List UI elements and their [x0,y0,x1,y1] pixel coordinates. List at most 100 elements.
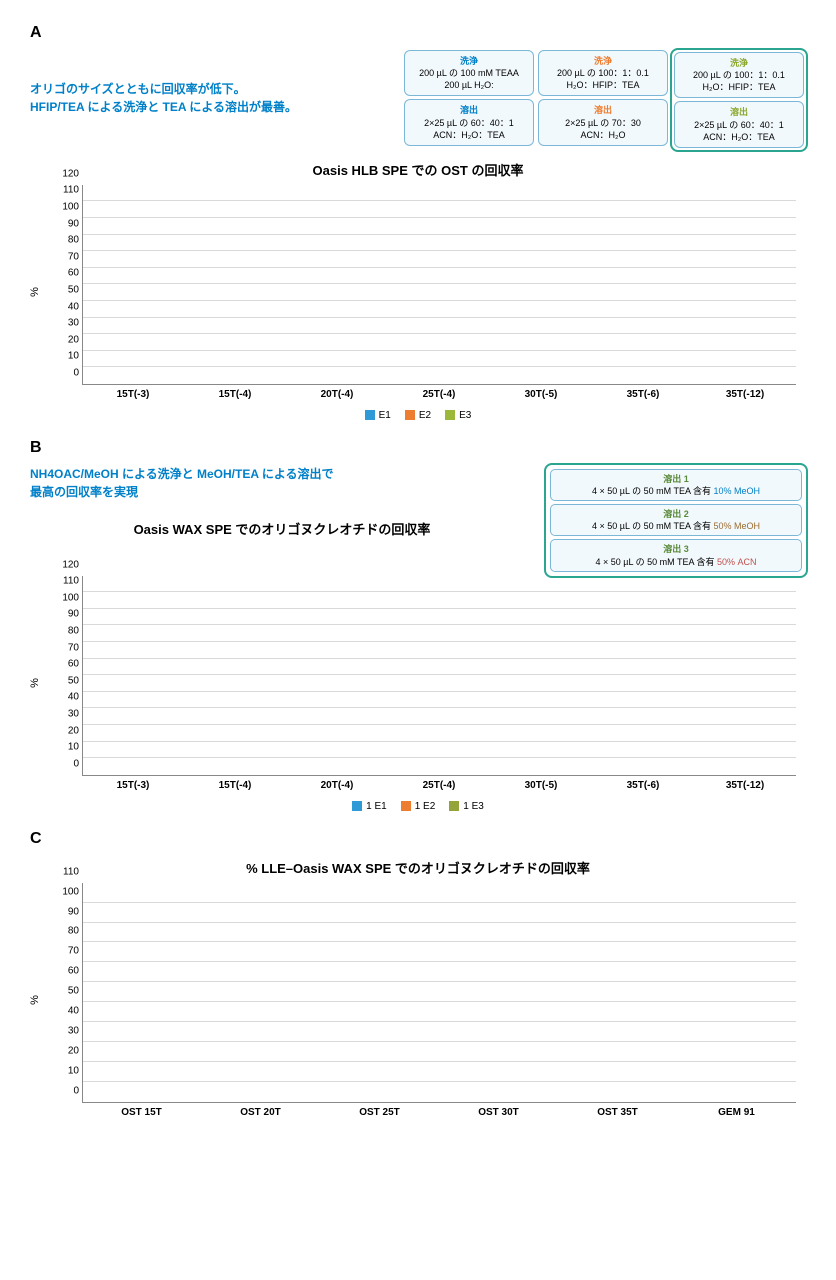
legend-item: E3 [445,410,471,421]
x-tick-label: OST 25T [320,1107,439,1118]
chart-b-xlabels: 15T(-3)15T(-4)20T(-4)25T(-4)30T(-5)35T(-… [82,780,796,791]
y-tick: 120 [53,559,79,570]
y-tick: 20 [53,334,79,345]
x-tick-label: 15T(-4) [184,389,286,400]
elution-box: 溶出 34 × 50 µL の 50 mM TEA 含有 50% ACN [550,539,802,571]
chart-b-plot: 0102030405060708090100110120 [82,576,796,776]
x-tick-label: 15T(-3) [82,389,184,400]
condition-column: 洗浄200 µL の 100 mM TEAA200 µL H₂O:溶出2×25 … [404,50,534,150]
legend-swatch [401,801,411,811]
x-tick-label: OST 15T [82,1107,201,1118]
panel-b-label: B [30,439,806,457]
chart-b-title: Oasis WAX SPE でのオリゴヌクレオチドの回収率 [30,519,534,538]
x-tick-label: 25T(-4) [388,389,490,400]
elution-box: 溶出 14 × 50 µL の 50 mM TEA 含有 10% MeOH [550,469,802,501]
y-tick: 10 [53,1065,79,1076]
chart-a-title: Oasis HLB SPE での OST の回収率 [30,160,806,179]
y-tick: 50 [53,986,79,997]
y-tick: 60 [53,659,79,670]
y-tick: 20 [53,725,79,736]
y-tick: 0 [53,1085,79,1096]
x-tick-label: 25T(-4) [388,780,490,791]
y-tick: 70 [53,946,79,957]
x-tick-label: 35T(-6) [592,389,694,400]
x-tick-label: OST 30T [439,1107,558,1118]
x-tick-label: 35T(-12) [694,780,796,791]
condition-boxes: 洗浄200 µL の 100 mM TEAA200 µL H₂O:溶出2×25 … [404,50,806,150]
legend-item: 1 E1 [352,801,387,812]
y-tick: 110 [53,576,79,587]
y-tick: 40 [53,692,79,703]
panel-b-note: NH4OAC/MeOH による洗浄と MeOH/TEA による溶出で 最高の回収… [30,465,534,501]
y-tick: 80 [53,235,79,246]
wash-box: 洗浄200 µL の 100：1：0.1H₂O：HFIP：TEA [538,50,668,96]
panel-a-note: オリゴのサイズとともに回収率が低下。 HFIP/TEA による洗浄と TEA に… [30,50,394,116]
y-axis-label: % [29,287,41,297]
y-tick: 50 [53,284,79,295]
condition-column: 洗浄200 µL の 100：1：0.1H₂O：HFIP：TEA溶出2×25 µ… [538,50,668,150]
y-axis-label: % [29,678,41,688]
elution-box: 溶出 24 × 50 µL の 50 mM TEA 含有 50% MeOH [550,504,802,536]
y-tick: 80 [53,926,79,937]
panel-a-label: A [30,24,806,42]
elute-box: 溶出2×25 µL の 70：30ACN：H₂O [538,99,668,145]
x-tick-label: 15T(-3) [82,780,184,791]
legend-swatch [365,410,375,420]
y-tick: 0 [53,367,79,378]
y-tick: 100 [53,202,79,213]
legend-swatch [445,410,455,420]
legend-swatch [352,801,362,811]
x-tick-label: 30T(-5) [490,780,592,791]
chart-c-xlabels: OST 15TOST 20TOST 25TOST 30TOST 35TGEM 9… [82,1107,796,1118]
panel-b-header: NH4OAC/MeOH による洗浄と MeOH/TEA による溶出で 最高の回収… [30,465,806,576]
y-tick: 30 [53,1025,79,1036]
panel-a: A オリゴのサイズとともに回収率が低下。 HFIP/TEA による洗浄と TEA… [30,24,806,421]
legend-swatch [449,801,459,811]
x-tick-label: GEM 91 [677,1107,796,1118]
legend-item: 1 E2 [401,801,436,812]
y-tick: 50 [53,675,79,686]
elute-box: 溶出2×25 µL の 60：40：1ACN：H₂O：TEA [404,99,534,145]
y-tick: 110 [53,185,79,196]
legend-label: E3 [459,410,471,421]
legend-label: E2 [419,410,431,421]
x-tick-label: 20T(-4) [286,780,388,791]
y-tick: 30 [53,708,79,719]
y-tick: 120 [53,168,79,179]
wash-box: 洗浄200 µL の 100 mM TEAA200 µL H₂O: [404,50,534,96]
y-tick: 90 [53,906,79,917]
legend-label: E1 [379,410,391,421]
panel-c-label: C [30,830,806,848]
x-tick-label: OST 20T [201,1107,320,1118]
chart-a-plot: 0102030405060708090100110120 [82,185,796,385]
panel-b: B NH4OAC/MeOH による洗浄と MeOH/TEA による溶出で 最高の… [30,439,806,812]
condition-column: 洗浄200 µL の 100：1：0.1H₂O：HFIP：TEA溶出2×25 µ… [672,50,806,150]
panel-a-header: オリゴのサイズとともに回収率が低下。 HFIP/TEA による洗浄と TEA に… [30,50,806,150]
legend-item: E1 [365,410,391,421]
x-tick-label: 30T(-5) [490,389,592,400]
chart-a-xlabels: 15T(-3)15T(-4)20T(-4)25T(-4)30T(-5)35T(-… [82,389,796,400]
chart-c-title: % LLE–Oasis WAX SPE でのオリゴヌクレオチドの回収率 [30,858,806,877]
elute-box: 溶出2×25 µL の 60：40：1ACN：H₂O：TEA [674,101,804,147]
y-tick: 80 [53,626,79,637]
panel-c: C % LLE–Oasis WAX SPE でのオリゴヌクレオチドの回収率 % … [30,830,806,1118]
x-tick-label: OST 35T [558,1107,677,1118]
y-tick: 60 [53,966,79,977]
chart-b: % 0102030405060708090100110120 15T(-3)15… [30,576,806,791]
y-axis-label: % [29,995,41,1005]
y-tick: 70 [53,251,79,262]
x-tick-label: 35T(-6) [592,780,694,791]
y-tick: 20 [53,1045,79,1056]
y-tick: 60 [53,268,79,279]
chart-b-legend: 1 E11 E21 E3 [30,801,806,812]
legend-label: 1 E1 [366,801,387,812]
y-tick: 10 [53,742,79,753]
elution-boxes: 溶出 14 × 50 µL の 50 mM TEA 含有 10% MeOH溶出 … [546,465,806,576]
legend-swatch [405,410,415,420]
y-tick: 30 [53,318,79,329]
legend-item: E2 [405,410,431,421]
y-tick: 90 [53,218,79,229]
x-tick-label: 20T(-4) [286,389,388,400]
x-tick-label: 35T(-12) [694,389,796,400]
chart-a-legend: E1 E2 E3 [30,410,806,421]
